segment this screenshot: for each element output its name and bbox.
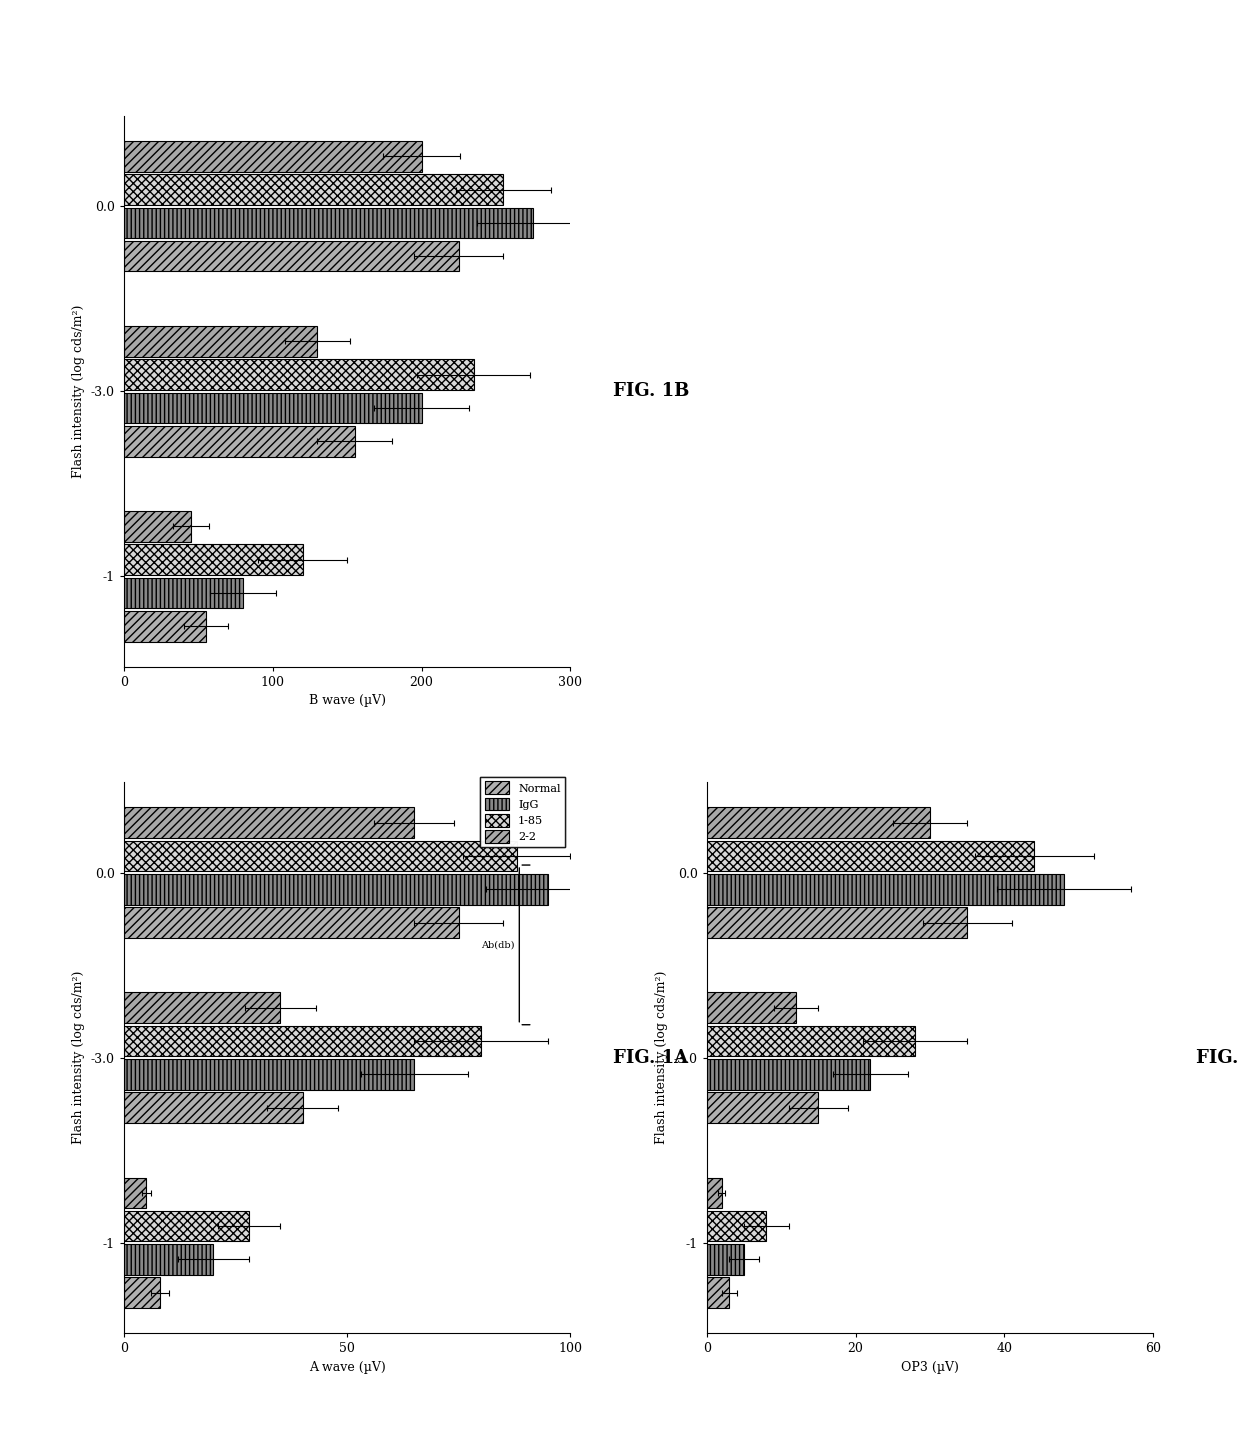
- X-axis label: B wave (µV): B wave (µV): [309, 694, 386, 707]
- Bar: [707, 1178, 722, 1208]
- Bar: [124, 393, 422, 423]
- Bar: [707, 840, 1034, 871]
- Bar: [124, 578, 243, 609]
- Y-axis label: Flash intensity (log cds/m²): Flash intensity (log cds/m²): [72, 304, 86, 478]
- Bar: [124, 1059, 414, 1090]
- Y-axis label: Flash intensity (log cds/m²): Flash intensity (log cds/m²): [655, 971, 668, 1145]
- Bar: [124, 807, 414, 838]
- Text: FIG. 1C: FIG. 1C: [1195, 1049, 1240, 1066]
- Bar: [124, 907, 459, 938]
- Bar: [124, 1026, 481, 1056]
- Bar: [124, 545, 303, 575]
- Bar: [707, 1026, 915, 1056]
- Bar: [124, 840, 517, 871]
- Bar: [124, 1278, 160, 1308]
- Bar: [707, 1059, 870, 1090]
- Bar: [124, 241, 459, 271]
- Bar: [707, 993, 796, 1023]
- Bar: [707, 1211, 766, 1242]
- Bar: [124, 359, 474, 390]
- Bar: [124, 1178, 146, 1208]
- Text: FIG. 1A: FIG. 1A: [614, 1049, 688, 1066]
- Text: FIG. 1B: FIG. 1B: [613, 383, 689, 400]
- Bar: [124, 141, 422, 171]
- X-axis label: A wave (µV): A wave (µV): [309, 1361, 386, 1374]
- Bar: [124, 1093, 303, 1123]
- X-axis label: OP3 (µV): OP3 (µV): [901, 1361, 959, 1374]
- Bar: [124, 174, 503, 204]
- Bar: [124, 207, 533, 238]
- Legend: Normal, IgG, 1-85, 2-2: Normal, IgG, 1-85, 2-2: [480, 777, 565, 848]
- Bar: [124, 511, 191, 542]
- Y-axis label: Flash intensity (log cds/m²): Flash intensity (log cds/m²): [72, 971, 86, 1145]
- Bar: [124, 874, 548, 904]
- Bar: [707, 907, 967, 938]
- Bar: [707, 807, 930, 838]
- Bar: [124, 611, 206, 642]
- Bar: [707, 1245, 744, 1275]
- Bar: [124, 426, 355, 456]
- Bar: [707, 1093, 818, 1123]
- Bar: [124, 1245, 213, 1275]
- Bar: [124, 1211, 249, 1242]
- Bar: [124, 326, 317, 356]
- Bar: [707, 1278, 729, 1308]
- Bar: [707, 874, 1064, 904]
- Text: Ab(db): Ab(db): [481, 940, 515, 949]
- Bar: [124, 993, 280, 1023]
